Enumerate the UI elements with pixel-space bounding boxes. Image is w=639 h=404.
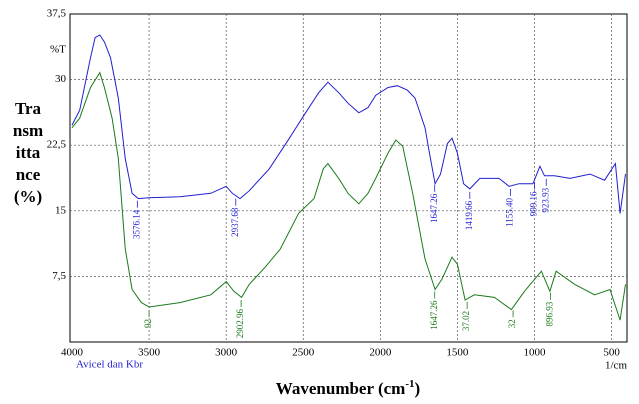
x-tick-label: 2500 <box>292 347 315 359</box>
peak-label: 92 <box>143 319 153 328</box>
y-axis-title: itta <box>16 143 41 162</box>
y-tick-label: 7,5 <box>52 270 66 282</box>
peak-label: 999.16 <box>529 191 539 216</box>
spectrum-line <box>71 71 626 321</box>
x-tick-label: 4000 <box>61 347 84 359</box>
peak-label: 923.93 <box>540 187 550 212</box>
peak-label: 37.02 <box>461 311 471 331</box>
peak-label: 3576.14 <box>131 209 141 239</box>
y-tick-label: 15 <box>55 204 67 216</box>
x-tick-label: 2000 <box>369 347 392 359</box>
peak-label: 896.93 <box>544 301 554 326</box>
x-tick-label: 1000 <box>524 347 547 359</box>
y-tick-label: 22,5 <box>47 139 67 151</box>
y-unit: %T <box>50 44 66 56</box>
x-title-end: ) <box>415 379 421 398</box>
peak-label: 32 <box>507 319 517 328</box>
x-tick-label: 500 <box>603 347 620 359</box>
x-unit: 1/cm <box>605 360 627 372</box>
spectrum-line <box>71 34 626 214</box>
y-axis-title: (%) <box>14 187 42 206</box>
x-title-main: Wavenumber (cm <box>276 379 406 398</box>
x-tick-label: 1500 <box>446 347 469 359</box>
peak-label: 1647.26 <box>429 300 439 330</box>
x-tick-label: 3500 <box>138 347 161 359</box>
x-axis-title: Wavenumber (cm-1) <box>276 378 420 398</box>
peak-label: 2937.68 <box>230 207 240 237</box>
peak-label: 1419.66 <box>464 200 474 230</box>
y-tick-label: 37,5 <box>47 8 67 20</box>
peak-label: 1647.26 <box>429 193 439 223</box>
peak-label: 1155.40 <box>505 197 515 226</box>
plot-frame <box>69 13 628 343</box>
x-tick-label: 3000 <box>215 347 238 359</box>
y-axis-title: nsm <box>13 121 43 140</box>
x-title-sup: -1 <box>405 378 414 390</box>
y-axis-title: nce <box>16 165 41 184</box>
sample-label: Avicel dan Kbr <box>76 359 143 371</box>
y-axis-title: Tra <box>15 99 42 118</box>
peak-label: 2902.96 <box>235 309 245 339</box>
y-tick-label: 30 <box>55 73 67 85</box>
